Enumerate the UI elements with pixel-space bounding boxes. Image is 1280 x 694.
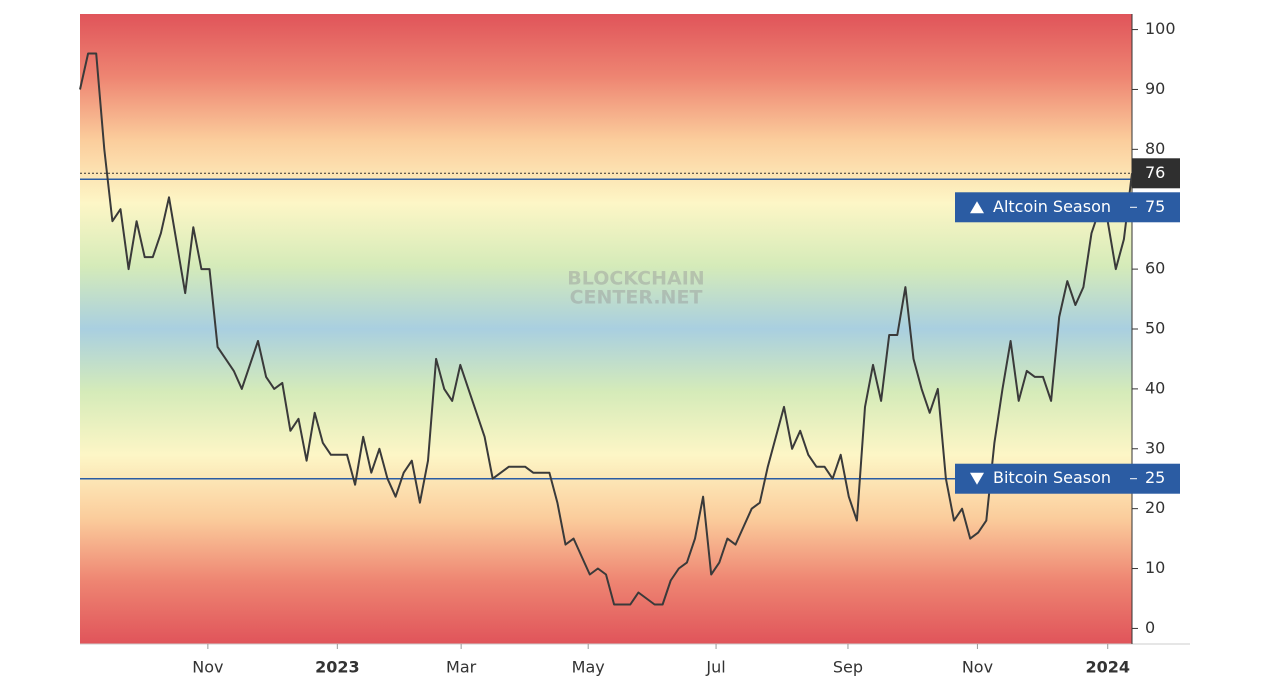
x-tick-label: Mar (446, 658, 477, 677)
y-tick-label: 10 (1145, 558, 1165, 577)
reference-value-label: 75 (1145, 197, 1165, 216)
y-tick-label: 100 (1145, 19, 1176, 38)
reference-label-box (955, 463, 1180, 494)
watermark: CENTER.NET (570, 287, 703, 309)
reference-label: Bitcoin Season (993, 468, 1111, 487)
last-value-box (1132, 158, 1180, 189)
reference-label-arrow (970, 201, 984, 214)
reference-value-label: 25 (1145, 468, 1165, 487)
reference-label-box (955, 192, 1180, 223)
y-tick-label: 30 (1145, 438, 1165, 457)
last-value-label: 76 (1145, 163, 1165, 182)
y-tick-label: 60 (1145, 259, 1165, 278)
reference-label: Altcoin Season (993, 197, 1111, 216)
data-line (79, 52, 1133, 606)
reference-label-arrow (970, 472, 984, 485)
x-tick-label: Nov (192, 658, 223, 677)
x-tick-label: May (572, 658, 605, 677)
x-tick-label: Nov (962, 658, 993, 677)
y-tick-label: 40 (1145, 378, 1165, 397)
y-tick-label: 90 (1145, 79, 1165, 98)
x-tick-label: Jul (705, 658, 725, 677)
y-tick-label: 80 (1145, 139, 1165, 158)
x-tick-label: 2024 (1085, 658, 1130, 677)
plot-background (80, 14, 1132, 644)
y-tick-label: 0 (1145, 618, 1155, 637)
y-tick-label: 20 (1145, 498, 1165, 517)
x-tick-label: Sep (833, 658, 863, 677)
y-tick-label: 50 (1145, 319, 1165, 338)
watermark: BLOCKCHAIN (567, 268, 704, 290)
x-tick-label: 2023 (315, 658, 360, 677)
